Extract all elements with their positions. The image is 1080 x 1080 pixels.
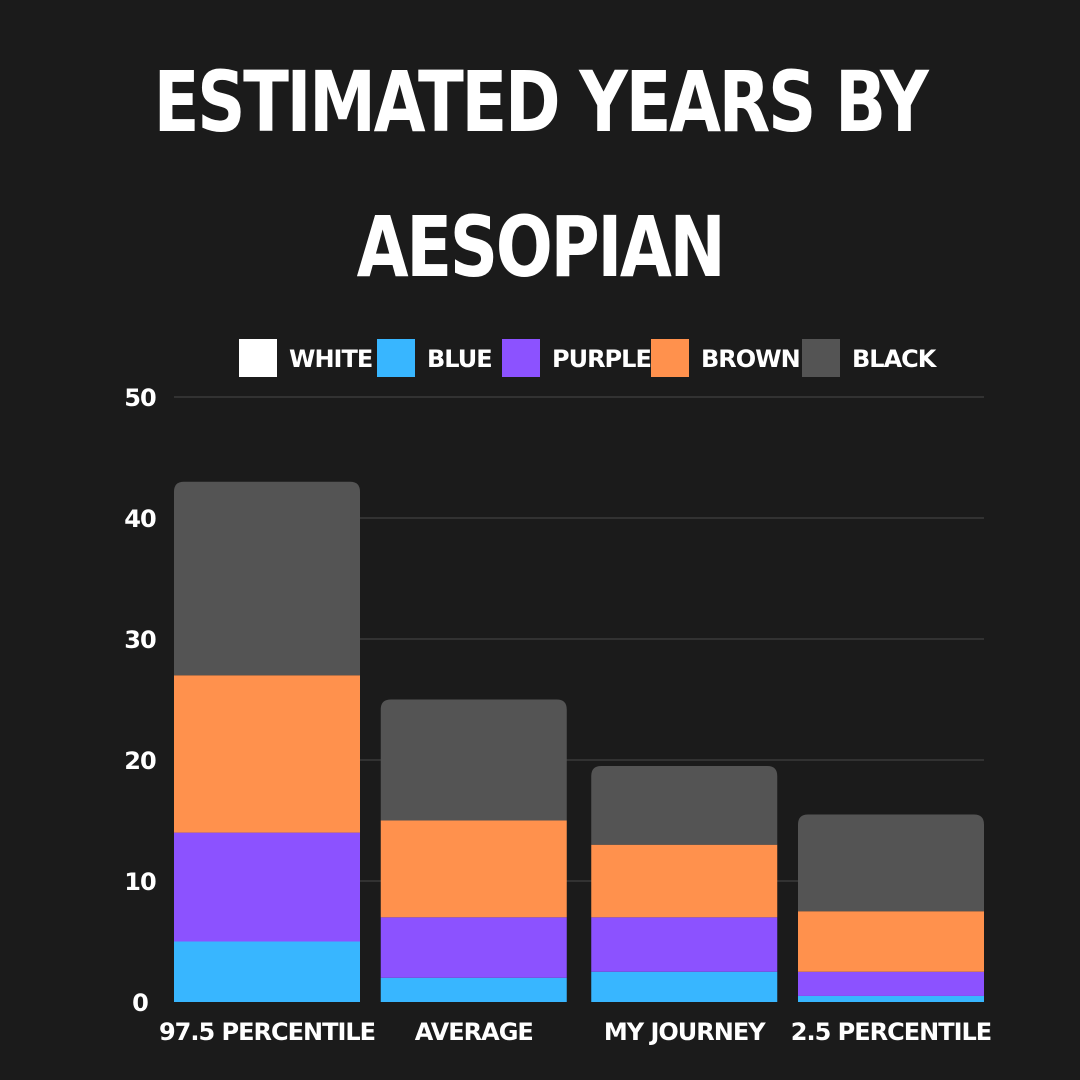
bar-segment-2-5-percentile-purple [798, 971, 984, 996]
legend-swatch-purple [502, 339, 540, 377]
bar-segment-my-journey-blue [591, 971, 778, 1002]
y-tick-label-20: 20 [124, 747, 156, 775]
y-axis: 0 10 20 30 40 50 [124, 384, 157, 1017]
legend-swatch-blue [377, 339, 415, 377]
legend-label-white: WHITE [289, 345, 372, 373]
y-tick-label-50: 50 [124, 384, 156, 412]
bars [174, 481, 984, 1002]
legend-label-blue: BLUE [427, 345, 492, 373]
x-category-label-2-5-percentile: 2.5 PERCENTILE [791, 1018, 991, 1046]
bar-segment-average-black [380, 699, 567, 821]
legend: WHITE BLUE PURPLE BROWN BLACK [239, 339, 939, 377]
legend-item-purple: PURPLE [502, 339, 652, 377]
bar-group-2-5-percentile [798, 814, 984, 1002]
legend-label-purple: PURPLE [552, 345, 651, 373]
bar-segment-2-5-percentile-black [798, 814, 984, 912]
y-tick-label-40: 40 [124, 505, 156, 533]
bar-segment-average-brown [380, 820, 567, 918]
bar-group-97-5-percentile [174, 481, 360, 1002]
bar-segment-average-purple [380, 917, 567, 978]
x-category-label-average: AVERAGE [415, 1018, 533, 1046]
legend-swatch-black [802, 339, 840, 377]
y-tick-label-10: 10 [124, 868, 156, 896]
legend-label-black: BLACK [852, 345, 938, 373]
bar-segment-97-5-percentile-blue [174, 941, 360, 1002]
y-tick-label-30: 30 [124, 626, 156, 654]
bar-segment-my-journey-black [591, 766, 778, 845]
x-category-label-my-journey: MY JOURNEY [604, 1018, 766, 1046]
chart-title-line-2: AESOPIAN [356, 198, 726, 296]
legend-item-black: BLACK [802, 339, 939, 377]
bar-segment-2-5-percentile-blue [798, 995, 984, 1002]
bar-segment-2-5-percentile-brown [798, 911, 984, 972]
bar-group-my-journey [591, 766, 778, 1002]
bar-segment-my-journey-brown [591, 844, 778, 918]
legend-item-blue: BLUE [377, 339, 493, 377]
x-axis: 97.5 PERCENTILE AVERAGE MY JOURNEY 2.5 PERC… [159, 1018, 992, 1046]
bar-segment-average-blue [380, 977, 567, 1002]
chart-title-line-1: ESTIMATED YEARS BY [153, 53, 929, 151]
x-category-label-97-5-percentile: 97.5 PERCENTILE [159, 1018, 375, 1046]
bar-segment-97-5-percentile-black [174, 481, 360, 676]
bar-group-average [380, 699, 567, 1002]
legend-label-brown: BROWN [701, 345, 800, 373]
legend-swatch-white [239, 339, 277, 377]
bar-segment-97-5-percentile-purple [174, 832, 360, 942]
y-tick-label-0: 0 [132, 989, 148, 1017]
legend-item-brown: BROWN [651, 339, 801, 377]
legend-item-white: WHITE [239, 339, 373, 377]
legend-swatch-brown [651, 339, 689, 377]
chart-title: ESTIMATED YEARS BY AESOPIAN [108, 30, 972, 320]
bar-segment-97-5-percentile-brown [174, 675, 360, 833]
bar-segment-my-journey-purple [591, 917, 778, 972]
